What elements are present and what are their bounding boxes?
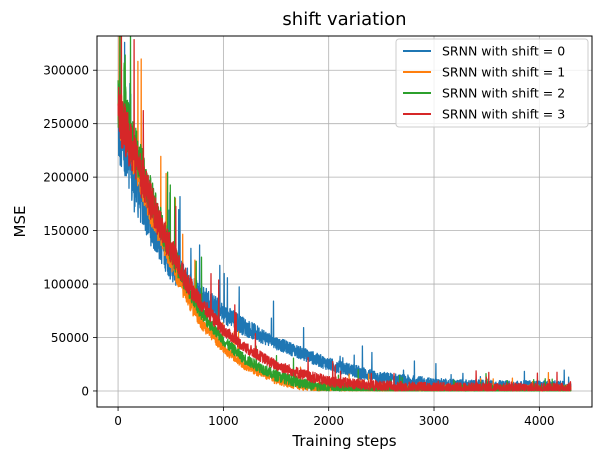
y-tick-label: 50000: [51, 331, 89, 345]
y-tick-label: 100000: [43, 278, 89, 292]
legend: SRNN with shift = 0 SRNN with shift = 1 SR…: [395, 38, 589, 128]
legend-label: SRNN with shift = 2: [442, 86, 565, 101]
x-axis-title: Training steps: [291, 432, 396, 450]
y-axis: 0 50000 100000 150000 200000 250000 300000: [43, 64, 97, 398]
y-tick-label: 250000: [43, 117, 89, 131]
legend-label: SRNN with shift = 3: [442, 107, 565, 122]
series-layer: [117, 36, 572, 392]
series-line: [117, 36, 572, 392]
y-tick-label: 0: [81, 384, 89, 398]
x-axis: 0 1000 2000 3000 4000: [114, 407, 555, 428]
x-tick-label: 2000: [313, 414, 344, 428]
x-tick-label: 4000: [524, 414, 555, 428]
plot-frame: [96, 35, 593, 408]
y-tick-label: 150000: [43, 224, 89, 238]
legend-box: [395, 38, 589, 128]
legend-label: SRNN with shift = 0: [442, 44, 565, 59]
legend-label: SRNN with shift = 1: [442, 65, 565, 80]
x-tick-label: 1000: [208, 414, 239, 428]
y-tick-label: 200000: [43, 171, 89, 185]
chart-title: shift variation: [282, 9, 406, 30]
x-tick-label: 3000: [419, 414, 450, 428]
y-axis-title: MSE: [11, 206, 29, 238]
x-tick-label: 0: [114, 414, 122, 428]
y-tick-label: 300000: [43, 64, 89, 78]
